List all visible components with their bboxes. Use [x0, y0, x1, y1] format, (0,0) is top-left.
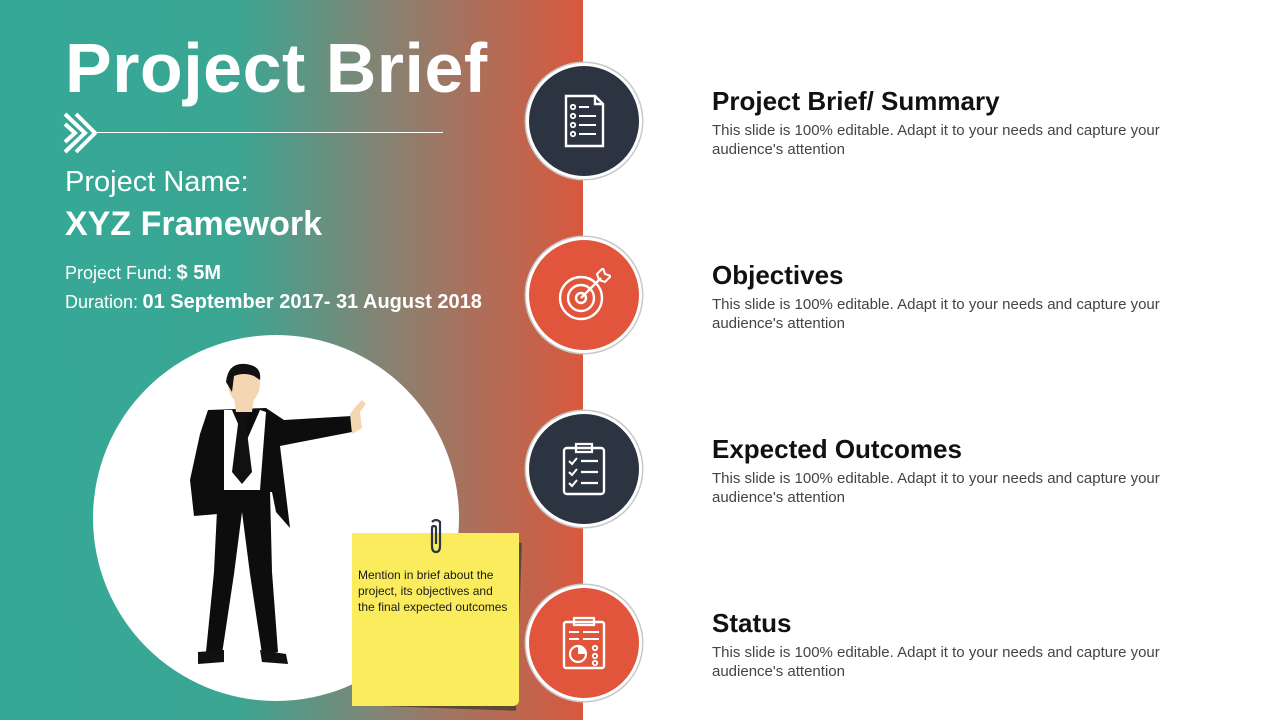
project-fund-label: Project Fund: [65, 263, 173, 283]
status-icon-circle [526, 585, 642, 701]
report-chart-icon [562, 616, 606, 670]
sticky-note-text: Mention in brief about the project, its … [358, 568, 508, 614]
document-list-icon [564, 94, 605, 148]
double-chevron-icon [63, 112, 97, 154]
item-heading-summary: Project Brief/ Summary [712, 86, 1000, 116]
item-heading-status: Status [712, 608, 792, 638]
slide-title: Project Brief [65, 29, 488, 107]
target-icon [558, 268, 611, 321]
duration-value: 01 September 2017- 31 August 2018 [142, 291, 482, 313]
item-description-objectives: This slide is 100% editable. Adapt it to… [712, 296, 1160, 332]
summary-icon-circle [526, 63, 642, 179]
project-name-label: Project Name: [65, 166, 249, 198]
outcomes-icon-circle [526, 411, 642, 527]
duration-label: Duration: [65, 292, 139, 312]
sticky-note: Mention in brief about the project, its … [352, 533, 519, 706]
item-heading-objectives: Objectives [712, 260, 844, 290]
item-description-status: This slide is 100% editable. Adapt it to… [712, 644, 1160, 680]
item-heading-outcomes: Expected Outcomes [712, 434, 962, 464]
left-panel: Project Brief Project Name: XYZ Framewor… [0, 0, 583, 720]
project-fund-row: Project Fund: $ 5M [65, 262, 221, 285]
item-description-summary: This slide is 100% editable. Adapt it to… [712, 122, 1160, 158]
project-fund-value: $ 5M [176, 262, 221, 284]
objectives-icon-circle [526, 237, 642, 353]
duration-row: Duration: 01 September 2017- 31 August 2… [65, 291, 482, 314]
project-name-value: XYZ Framework [65, 205, 322, 243]
businessman-illustration [190, 363, 366, 664]
clipboard-checklist-icon [562, 442, 606, 496]
paperclip-icon [430, 518, 442, 554]
item-description-outcomes: This slide is 100% editable. Adapt it to… [712, 470, 1160, 506]
title-divider [96, 132, 443, 133]
